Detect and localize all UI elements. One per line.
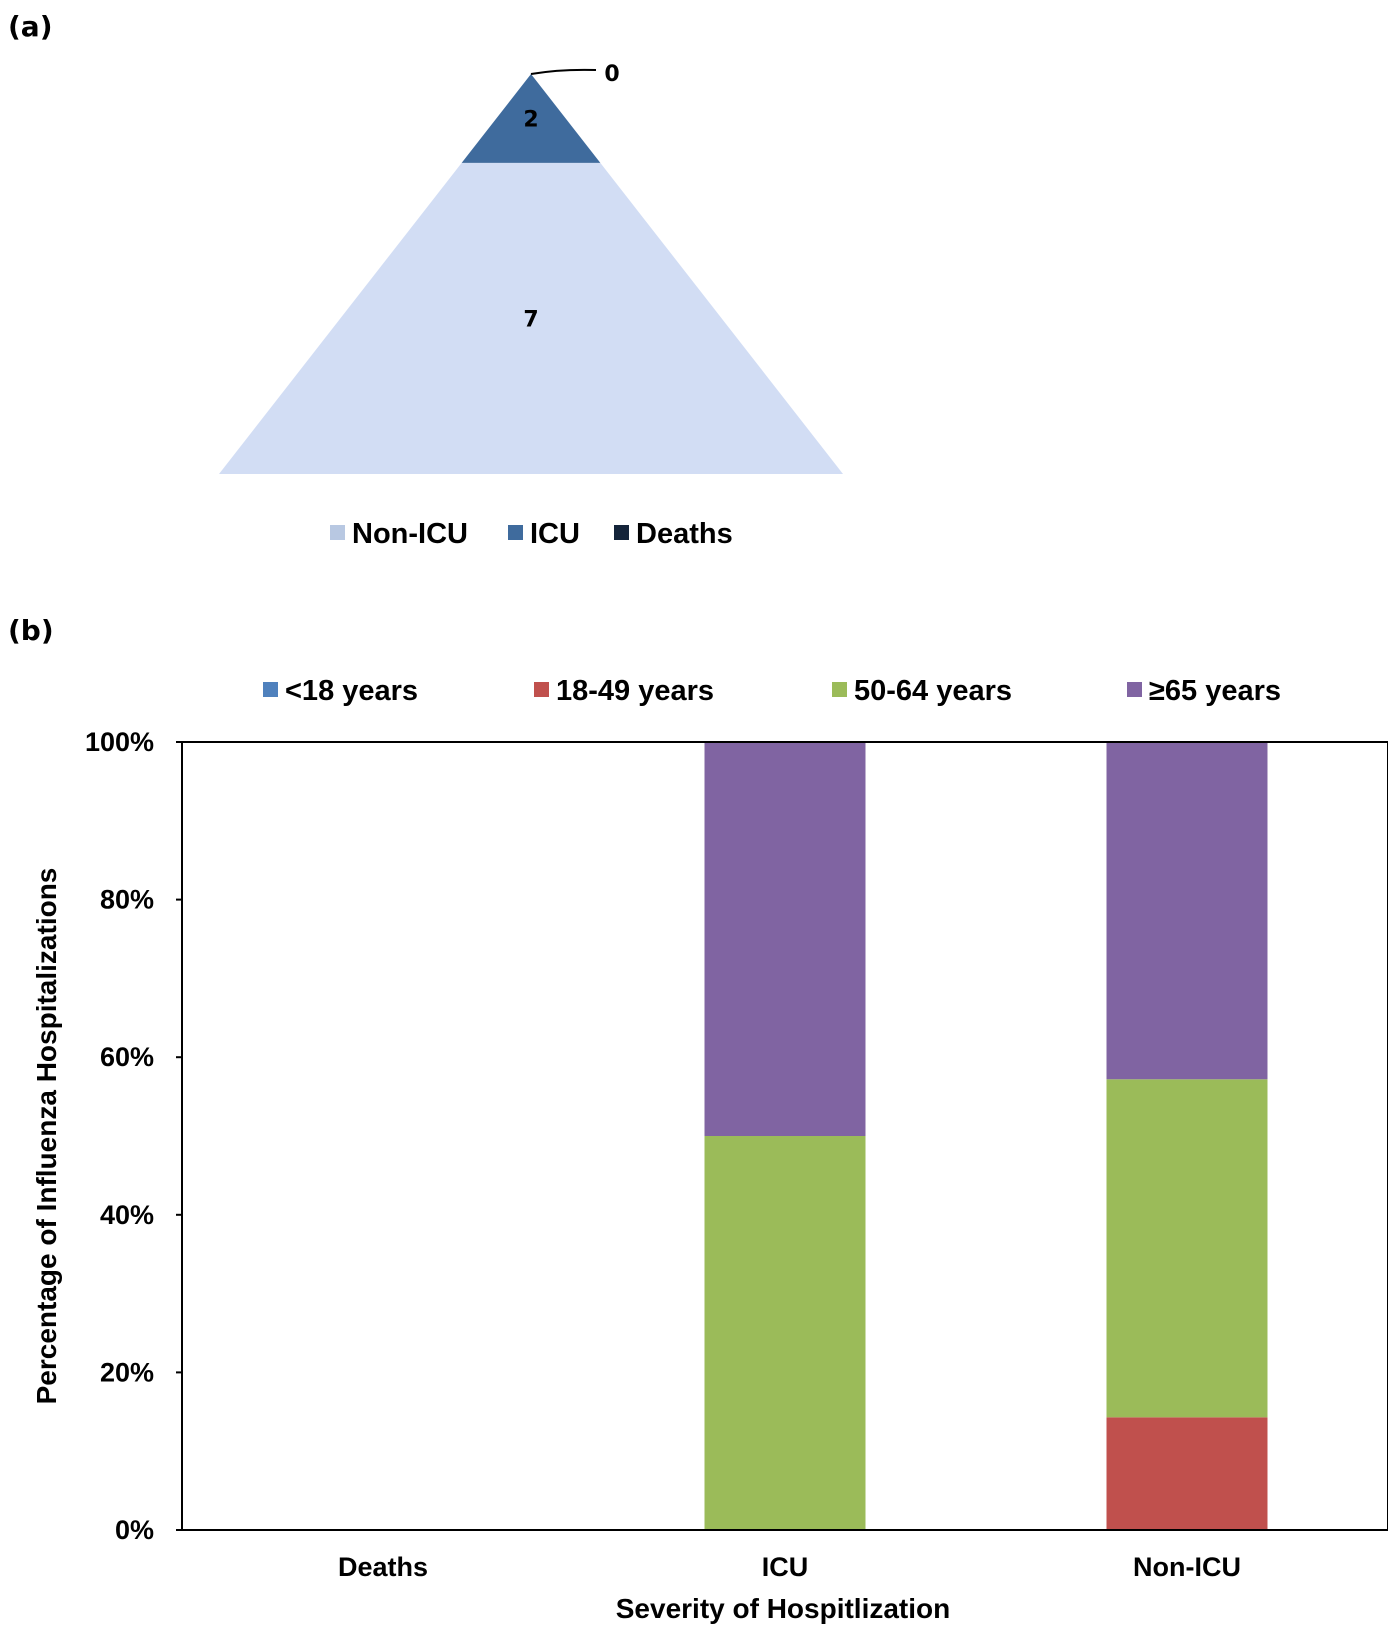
y-tick-label: 0%	[115, 1515, 154, 1545]
pyramid-legend-swatch-non-icu	[330, 525, 345, 540]
bar-legend-label-3: 50-64 years	[854, 675, 1012, 707]
bar-non-icu-2	[1106, 1417, 1268, 1530]
pyramid-layer-icu	[461, 74, 601, 163]
plot-frame	[181, 741, 1388, 1531]
panel-a-label: (a)	[8, 10, 53, 43]
bar-legend-label-4: ≥65 years	[1149, 675, 1281, 707]
pyramid-callout-deaths	[530, 68, 597, 75]
bar-plot	[704, 742, 1268, 1530]
bar-non-icu-3	[1106, 1079, 1268, 1418]
pyramid-value-icu: 2	[523, 107, 538, 132]
x-axis: Deaths ICU Non-ICU	[338, 1552, 1241, 1582]
bar-legend: <18 years 18-49 years 50-64 years ≥65 years	[263, 675, 1281, 707]
y-tick-label: 100%	[85, 727, 154, 757]
y-tick-label: 80%	[100, 885, 154, 915]
y-axis-title: Percentage of Influenza Hospitalizations	[31, 868, 62, 1405]
bar-legend-swatch-3	[832, 682, 847, 697]
pyramid-legend-label-deaths: Deaths	[636, 518, 733, 550]
pyramid-layer-non-icu	[219, 162, 843, 474]
bar-legend-label-1: <18 years	[285, 675, 418, 707]
bar-legend-swatch-2	[534, 682, 549, 697]
pyramid-legend-swatch-deaths	[614, 525, 629, 540]
bar-icu-4	[704, 742, 866, 1136]
panel-b-label: (b)	[8, 614, 54, 647]
x-tick-label: Non-ICU	[1133, 1552, 1241, 1582]
bar-non-icu-4	[1106, 742, 1268, 1080]
pyramid-legend: Non-ICU ICU Deaths	[330, 518, 733, 550]
pyramid-legend-swatch-icu	[508, 525, 523, 540]
pyramid-value-deaths: 0	[604, 62, 619, 87]
bar-icu-3	[704, 1136, 866, 1530]
bar-legend-swatch-1	[263, 682, 278, 697]
bar-legend-swatch-4	[1127, 682, 1142, 697]
x-tick-label: Deaths	[338, 1552, 428, 1582]
y-axis: 0% 20% 40% 60% 80% 100%	[85, 727, 182, 1545]
bar-legend-label-2: 18-49 years	[556, 675, 714, 707]
y-tick-label: 40%	[100, 1200, 154, 1230]
x-axis-title: Severity of Hospitlization	[616, 1593, 951, 1624]
y-tick-label: 20%	[100, 1357, 154, 1387]
x-tick-label: ICU	[762, 1552, 809, 1582]
pyramid-value-non-icu: 7	[523, 307, 538, 332]
pyramid-chart: 7 2 0	[219, 62, 843, 474]
pyramid-legend-label-icu: ICU	[530, 518, 580, 550]
y-tick-label: 60%	[100, 1042, 154, 1072]
pyramid-legend-label-non-icu: Non-ICU	[352, 518, 468, 550]
